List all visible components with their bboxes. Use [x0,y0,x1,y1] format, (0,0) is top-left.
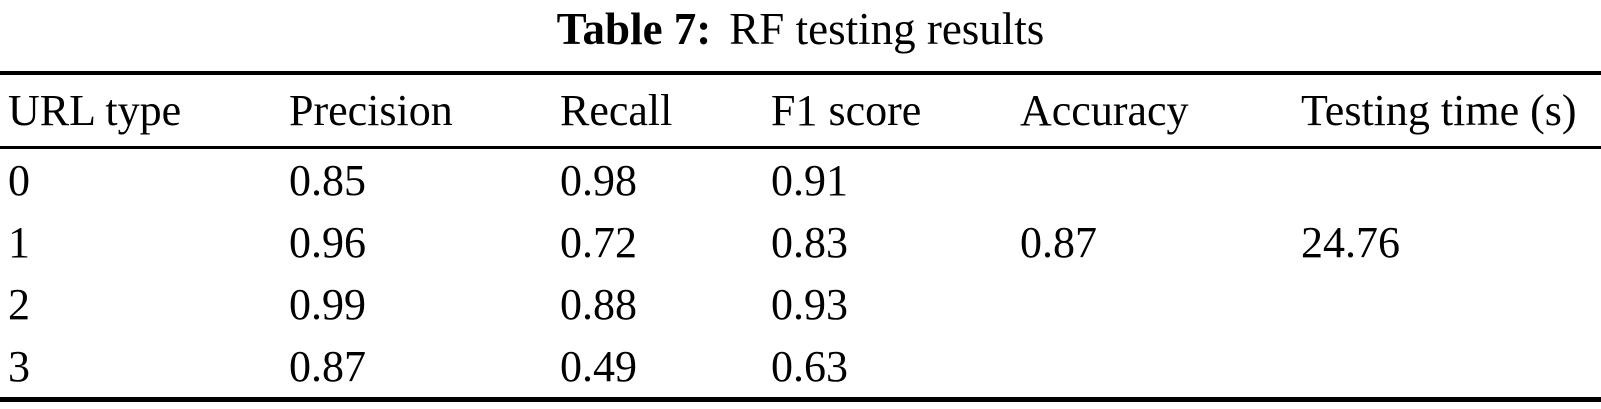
cell-f1-score: 0.91 [771,155,848,205]
column-header-accuracy: Accuracy [1020,73,1301,149]
cell-accuracy [1020,273,1301,335]
cell-testing-time [1301,335,1601,400]
table-row: 3 0.87 0.49 0.63 [0,335,1601,400]
cell-url-type: 1 [8,217,30,267]
table-caption: Table 7: RF testing results [0,0,1601,54]
column-header-testing-time: Testing time (s) [1301,73,1601,149]
caption-label: Table 7: [556,4,712,54]
table-row: 2 0.99 0.88 0.93 [0,273,1601,335]
table-row: 1 0.96 0.72 0.83 0.87 24.76 [0,211,1601,273]
cell-accuracy [1020,148,1301,212]
cell-accuracy [1020,335,1301,400]
cell-precision: 0.87 [289,341,366,391]
cell-url-type: 3 [8,341,30,391]
column-header-precision: Precision [289,73,560,149]
results-table: URL type Precision Recall F1 score Accur… [0,71,1601,402]
cell-f1-score: 0.83 [771,217,848,267]
cell-precision: 0.99 [289,279,366,329]
column-header-url-type: URL type [0,73,289,149]
cell-url-type: 2 [8,279,30,329]
cell-accuracy: 0.87 [1020,217,1097,267]
cell-recall: 0.72 [560,217,637,267]
column-header-recall: Recall [560,73,771,149]
table-row: 0 0.85 0.98 0.91 [0,148,1601,212]
caption-title: RF testing results [729,4,1045,54]
cell-precision: 0.96 [289,217,366,267]
cell-testing-time [1301,148,1601,212]
column-header-f1-score: F1 score [771,73,1020,149]
cell-recall: 0.98 [560,155,637,205]
cell-testing-time [1301,273,1601,335]
cell-url-type: 0 [8,155,30,205]
cell-testing-time: 24.76 [1301,217,1400,267]
cell-f1-score: 0.63 [771,341,848,391]
header-row: URL type Precision Recall F1 score Accur… [0,73,1601,149]
cell-f1-score: 0.93 [771,279,848,329]
cell-recall: 0.88 [560,279,637,329]
cell-recall: 0.49 [560,341,637,391]
cell-precision: 0.85 [289,155,366,205]
